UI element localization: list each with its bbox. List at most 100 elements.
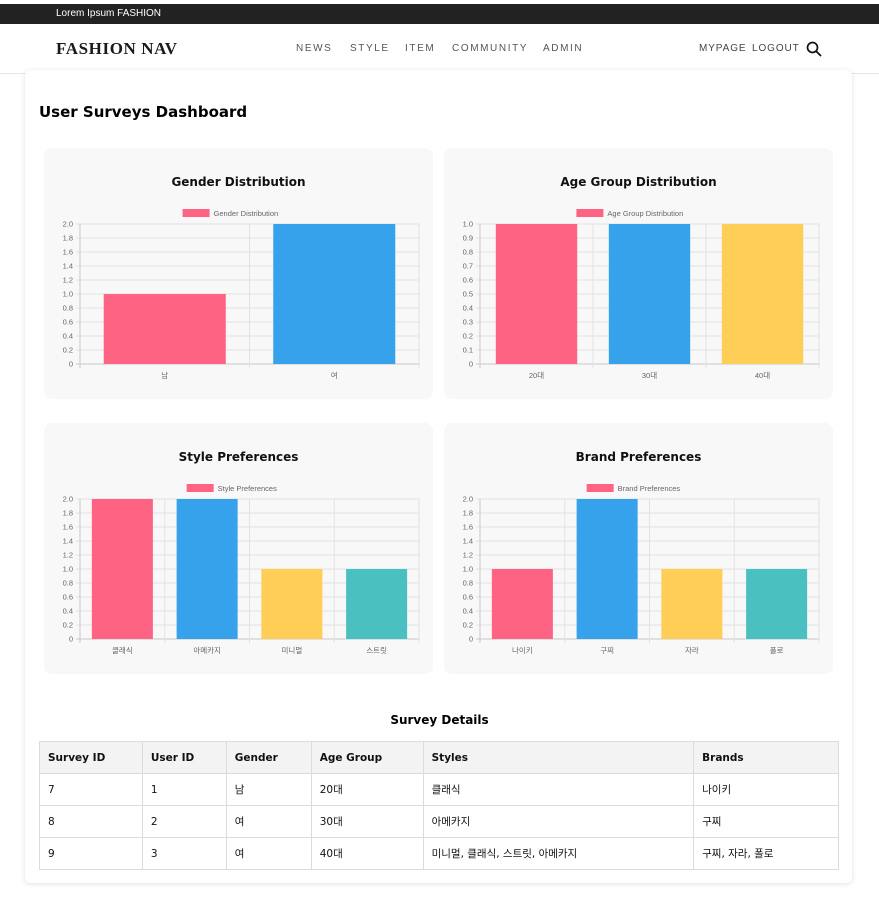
survey-details-table: Survey ID User ID Gender Age Group Style… xyxy=(39,741,839,870)
chart-title: Gender Distribution xyxy=(171,175,306,189)
y-tick-label: 0.6 xyxy=(63,318,73,327)
y-tick-label: 2.0 xyxy=(63,220,73,229)
y-tick-label: 2.0 xyxy=(463,495,473,504)
y-tick-label: 0 xyxy=(469,635,473,644)
x-tick-label: 나이키 xyxy=(512,645,533,655)
bar[interactable] xyxy=(103,294,226,364)
y-tick-label: 0.8 xyxy=(63,579,73,588)
table-row: 8 2 여 30대 아메카지 구찌 xyxy=(39,805,839,838)
legend-swatch[interactable] xyxy=(576,209,604,217)
table-cell: 구찌 xyxy=(693,805,839,838)
bar[interactable] xyxy=(746,569,808,639)
table-cell: 7 xyxy=(39,773,143,806)
bar[interactable] xyxy=(576,499,638,639)
y-tick-label: 1.6 xyxy=(63,248,73,257)
y-tick-label: 1.2 xyxy=(63,276,73,285)
y-tick-label: 0.3 xyxy=(463,318,473,327)
x-tick-label: 20대 xyxy=(529,371,544,380)
x-tick-label: 남 xyxy=(161,371,168,380)
bar[interactable] xyxy=(661,569,723,639)
page-title: User Surveys Dashboard xyxy=(39,103,248,121)
mypage-link[interactable]: MYPAGE xyxy=(699,43,747,54)
y-tick-label: 1.4 xyxy=(463,537,473,546)
x-tick-label: 30대 xyxy=(642,371,657,380)
legend-label: Gender Distribution xyxy=(214,209,279,218)
topbar-text: Lorem Ipsum FASHION xyxy=(56,8,162,19)
x-tick-label: 아메카지 xyxy=(193,645,221,655)
y-tick-label: 0.4 xyxy=(463,304,473,313)
table-cell: 2 xyxy=(141,805,227,838)
bar[interactable] xyxy=(91,499,153,639)
x-tick-label: 스트릿 xyxy=(366,645,387,655)
nav-link-news[interactable]: NEWS xyxy=(296,43,333,54)
y-tick-label: 0 xyxy=(69,635,73,644)
bar[interactable] xyxy=(176,499,238,639)
table-cell: 나이키 xyxy=(693,773,839,806)
y-tick-label: 0.6 xyxy=(63,593,73,602)
bar[interactable] xyxy=(491,569,553,639)
table-cell: 1 xyxy=(141,773,227,806)
table-cell: 9 xyxy=(39,837,143,870)
table-cell: 남 xyxy=(225,773,312,806)
column-header: User ID xyxy=(141,741,227,774)
table-header-row: Survey ID User ID Gender Age Group Style… xyxy=(39,741,839,774)
y-tick-label: 1.0 xyxy=(63,565,73,574)
bar[interactable] xyxy=(608,224,691,364)
table-cell: 여 xyxy=(225,805,312,838)
brand-preferences-chart-panel: Brand Preferences Brand Preferences 2.0 1.… xyxy=(444,423,833,674)
y-tick-label: 0.9 xyxy=(463,234,473,243)
y-tick-label: 0.2 xyxy=(63,621,73,630)
bar[interactable] xyxy=(495,224,578,364)
brand-logo[interactable]: FASHION NAV xyxy=(56,39,178,58)
y-tick-label: 0.1 xyxy=(463,346,473,355)
chart-title: Age Group Distribution xyxy=(560,175,717,189)
y-tick-label: 0.4 xyxy=(63,607,73,616)
y-tick-label: 1.6 xyxy=(463,523,473,532)
style-preferences-bar-chart: Style Preferences 2.0 1.8 1.6 1.4 1.2 1.0 0.8 0.… xyxy=(63,484,420,655)
table-cell: 클래식 xyxy=(422,773,695,806)
bar[interactable] xyxy=(273,224,396,364)
y-tick-label: 1.2 xyxy=(463,551,473,560)
y-tick-label: 0.4 xyxy=(63,332,73,341)
table-row: 9 3 여 40대 미니멀, 클래식, 스트릿, 아메카지 구찌, 자라, 폴로 xyxy=(39,837,839,870)
age-group-chart-panel: Age Group Distribution Age Group Distrib… xyxy=(444,148,833,399)
legend-swatch[interactable] xyxy=(182,209,210,217)
legend-swatch[interactable] xyxy=(586,484,614,492)
bar[interactable] xyxy=(346,569,408,639)
y-tick-label: 2.0 xyxy=(63,495,73,504)
x-tick-label: 구찌 xyxy=(600,646,614,655)
legend-swatch[interactable] xyxy=(186,484,214,492)
y-tick-label: 0 xyxy=(469,360,473,369)
x-tick-label: 미니멀 xyxy=(282,645,303,655)
column-header: Styles xyxy=(422,741,695,774)
y-tick-label: 1.8 xyxy=(463,509,473,518)
nav-link-style[interactable]: STYLE xyxy=(350,43,390,54)
column-header: Brands xyxy=(693,741,839,774)
legend-label: Style Preferences xyxy=(218,484,277,493)
x-tick-label: 자라 xyxy=(685,646,699,655)
table-cell: 20대 xyxy=(310,773,424,806)
table-cell: 40대 xyxy=(310,837,424,870)
nav-link-community[interactable]: COMMUNITY xyxy=(452,43,529,54)
bar[interactable] xyxy=(261,569,323,639)
y-tick-label: 0.6 xyxy=(463,593,473,602)
y-tick-label: 0.8 xyxy=(463,579,473,588)
y-tick-label: 0.2 xyxy=(63,346,73,355)
gender-bar-chart: Gender Distribution 2.0 1.8 1.6 1.4 1.2 1.0 0.8… xyxy=(63,209,420,380)
logout-link[interactable]: LOGOUT xyxy=(752,43,800,54)
x-tick-label: 40대 xyxy=(755,371,770,380)
column-header: Survey ID xyxy=(39,741,143,774)
y-tick-label: 0.7 xyxy=(463,262,473,271)
y-tick-label: 1.0 xyxy=(463,565,473,574)
y-tick-label: 0.2 xyxy=(463,621,473,630)
nav-link-admin[interactable]: ADMIN xyxy=(543,43,584,54)
main-navbar: FASHION NAV NEWS STYLE ITEM COMMUNITY AD… xyxy=(0,24,879,74)
nav-link-item[interactable]: ITEM xyxy=(405,43,436,54)
table-cell: 아메카지 xyxy=(422,805,695,838)
y-tick-label: 1.8 xyxy=(63,234,73,243)
column-header: Age Group xyxy=(310,741,424,774)
top-announcement-bar: Lorem Ipsum FASHION xyxy=(0,4,879,24)
search-icon[interactable] xyxy=(806,41,822,57)
bar[interactable] xyxy=(721,224,804,364)
table-cell: 30대 xyxy=(310,805,424,838)
